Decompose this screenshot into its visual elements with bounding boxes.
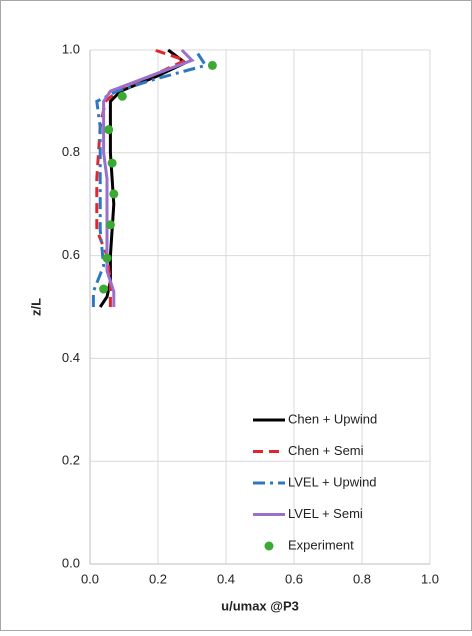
data-line — [91, 49, 208, 307]
y-tick-label: 0.6 — [62, 247, 80, 262]
legend-label: LVEL + Semi — [288, 506, 363, 521]
data-point — [117, 91, 127, 101]
legend-marker — [264, 541, 274, 551]
legend-label: Chen + Upwind — [288, 411, 377, 426]
y-axis-label: z/L — [28, 298, 43, 316]
data-point — [104, 125, 114, 135]
data-point — [99, 284, 109, 294]
x-tick-label: 0.6 — [285, 571, 303, 586]
x-tick-label: 1.0 — [421, 571, 439, 586]
x-axis-label: u/umax @P3 — [221, 598, 299, 613]
x-tick-label: 0.4 — [217, 571, 235, 586]
x-tick-label: 0.8 — [353, 571, 371, 586]
data-point — [102, 253, 112, 263]
data-point — [107, 158, 117, 168]
y-tick-label: 0.8 — [62, 144, 80, 159]
y-tick-label: 1.0 — [62, 41, 80, 56]
legend-label: Experiment — [288, 537, 354, 552]
legend-label: Chen + Semi — [288, 443, 364, 458]
y-tick-label: 0.4 — [62, 350, 80, 365]
data-point — [207, 60, 217, 70]
x-tick-label: 0.0 — [81, 571, 99, 586]
data-line — [102, 48, 195, 307]
y-tick-label: 0.0 — [62, 555, 80, 570]
legend-label: LVEL + Upwind — [288, 474, 377, 489]
data-point — [105, 220, 115, 230]
x-tick-label: 0.2 — [149, 571, 167, 586]
data-point — [109, 189, 119, 199]
y-tick-label: 0.2 — [62, 453, 80, 468]
